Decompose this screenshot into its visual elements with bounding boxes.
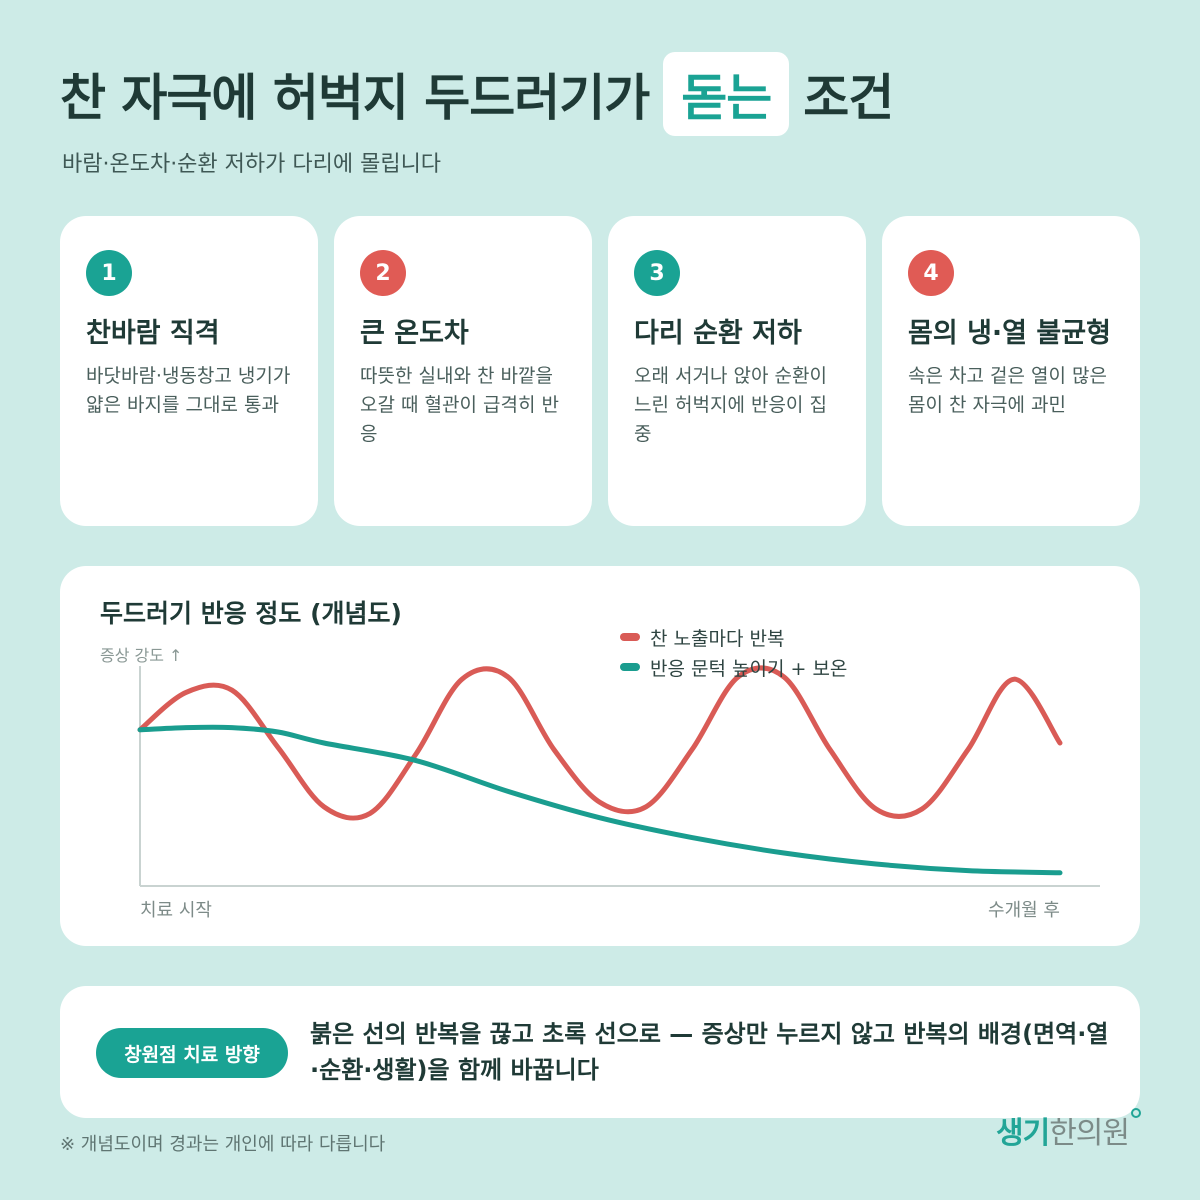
treatment-direction-message: 붉은 선의 반복을 끊고 초록 선으로 — 증상만 누르지 않고 반복의 배경(… [310, 1020, 1109, 1084]
condition-card-1: 1 찬바람 직격 바닷바람·냉동창고 냉기가 얇은 바지를 그대로 통과 [60, 216, 318, 526]
condition-card-4: 4 몸의 냉·열 불균형 속은 차고 겉은 열이 많은 몸이 찬 자극에 과민 [882, 216, 1140, 526]
y-axis-label: 증상 강도 ↑ [100, 646, 183, 665]
legend-swatch-teal [620, 663, 640, 671]
chart-legend: 찬 노출마다 반복 반응 문턱 높이기 + 보온 [620, 622, 847, 682]
card-title: 큰 온도차 [360, 318, 469, 349]
chart-panel: 두드러기 반응 정도 (개념도) 찬 노출마다 반복 반응 문턱 높이기 + 보… [60, 566, 1140, 946]
card-description: 오래 서거나 앉아 순환이 느린 허벅지에 반응이 집중 [634, 365, 827, 445]
series-line-red [137, 665, 1063, 821]
treatment-direction-panel: 창원점 치료 방향 붉은 선의 반복을 끊고 초록 선으로 — 증상만 누르지 … [60, 986, 1140, 1118]
title-text-before: 찬 자극에 허벅지 두드러기가 [60, 69, 650, 127]
page-title: 찬 자극에 허벅지 두드러기가 돋는 조건 [60, 52, 894, 136]
chart-title: 두드러기 반응 정도 (개념도) [100, 599, 402, 628]
page-subtitle: 바람·온도차·순환 저하가 다리에 몰립니다 [62, 152, 442, 177]
title-highlight: 돋는 [663, 52, 790, 136]
card-number-badge: 3 [634, 250, 680, 296]
card-title: 몸의 냉·열 불균형 [908, 318, 1111, 349]
legend-label-teal: 반응 문턱 높이기 + 보온 [650, 657, 848, 680]
condition-card-2: 2 큰 온도차 따뜻한 실내와 찬 바깥을 오갈 때 혈관이 급격히 반응 [334, 216, 592, 526]
title-text-after: 조건 [803, 69, 894, 127]
card-number-badge: 1 [86, 250, 132, 296]
x-axis-end-label: 수개월 후 [988, 900, 1060, 921]
logo-part2: 한의원 [1049, 1116, 1130, 1151]
treatment-direction-pill: 창원점 치료 방향 [96, 1028, 288, 1078]
legend-item-teal: 반응 문턱 높이기 + 보온 [620, 652, 847, 682]
series-line-teal [137, 724, 1063, 876]
card-title: 다리 순환 저하 [634, 318, 802, 349]
legend-swatch-red [620, 633, 640, 641]
legend-item-red: 찬 노출마다 반복 [620, 622, 847, 652]
card-description: 속은 차고 겉은 열이 많은 몸이 찬 자극에 과민 [908, 365, 1107, 416]
card-number-badge: 2 [360, 250, 406, 296]
condition-cards: 1 찬바람 직격 바닷바람·냉동창고 냉기가 얇은 바지를 그대로 통과 2 큰… [60, 216, 1140, 526]
card-description: 바닷바람·냉동창고 냉기가 얇은 바지를 그대로 통과 [86, 365, 291, 416]
card-title: 찬바람 직격 [86, 318, 220, 349]
x-axis-start-label: 치료 시작 [140, 900, 212, 921]
card-number-badge: 4 [908, 250, 954, 296]
logo-dot-icon [1131, 1108, 1142, 1118]
condition-card-3: 3 다리 순환 저하 오래 서거나 앉아 순환이 느린 허벅지에 반응이 집중 [608, 216, 866, 526]
clinic-logo: 생기한의원 [996, 1108, 1142, 1152]
card-description: 따뜻한 실내와 찬 바깥을 오갈 때 혈관이 급격히 반응 [360, 365, 559, 445]
logo-part1: 생기 [996, 1116, 1050, 1151]
legend-label-red: 찬 노출마다 반복 [650, 627, 785, 650]
chart-svg [137, 665, 1100, 887]
footnote: ※ 개념도이며 경과는 개인에 따라 다릅니다 [60, 1134, 386, 1155]
